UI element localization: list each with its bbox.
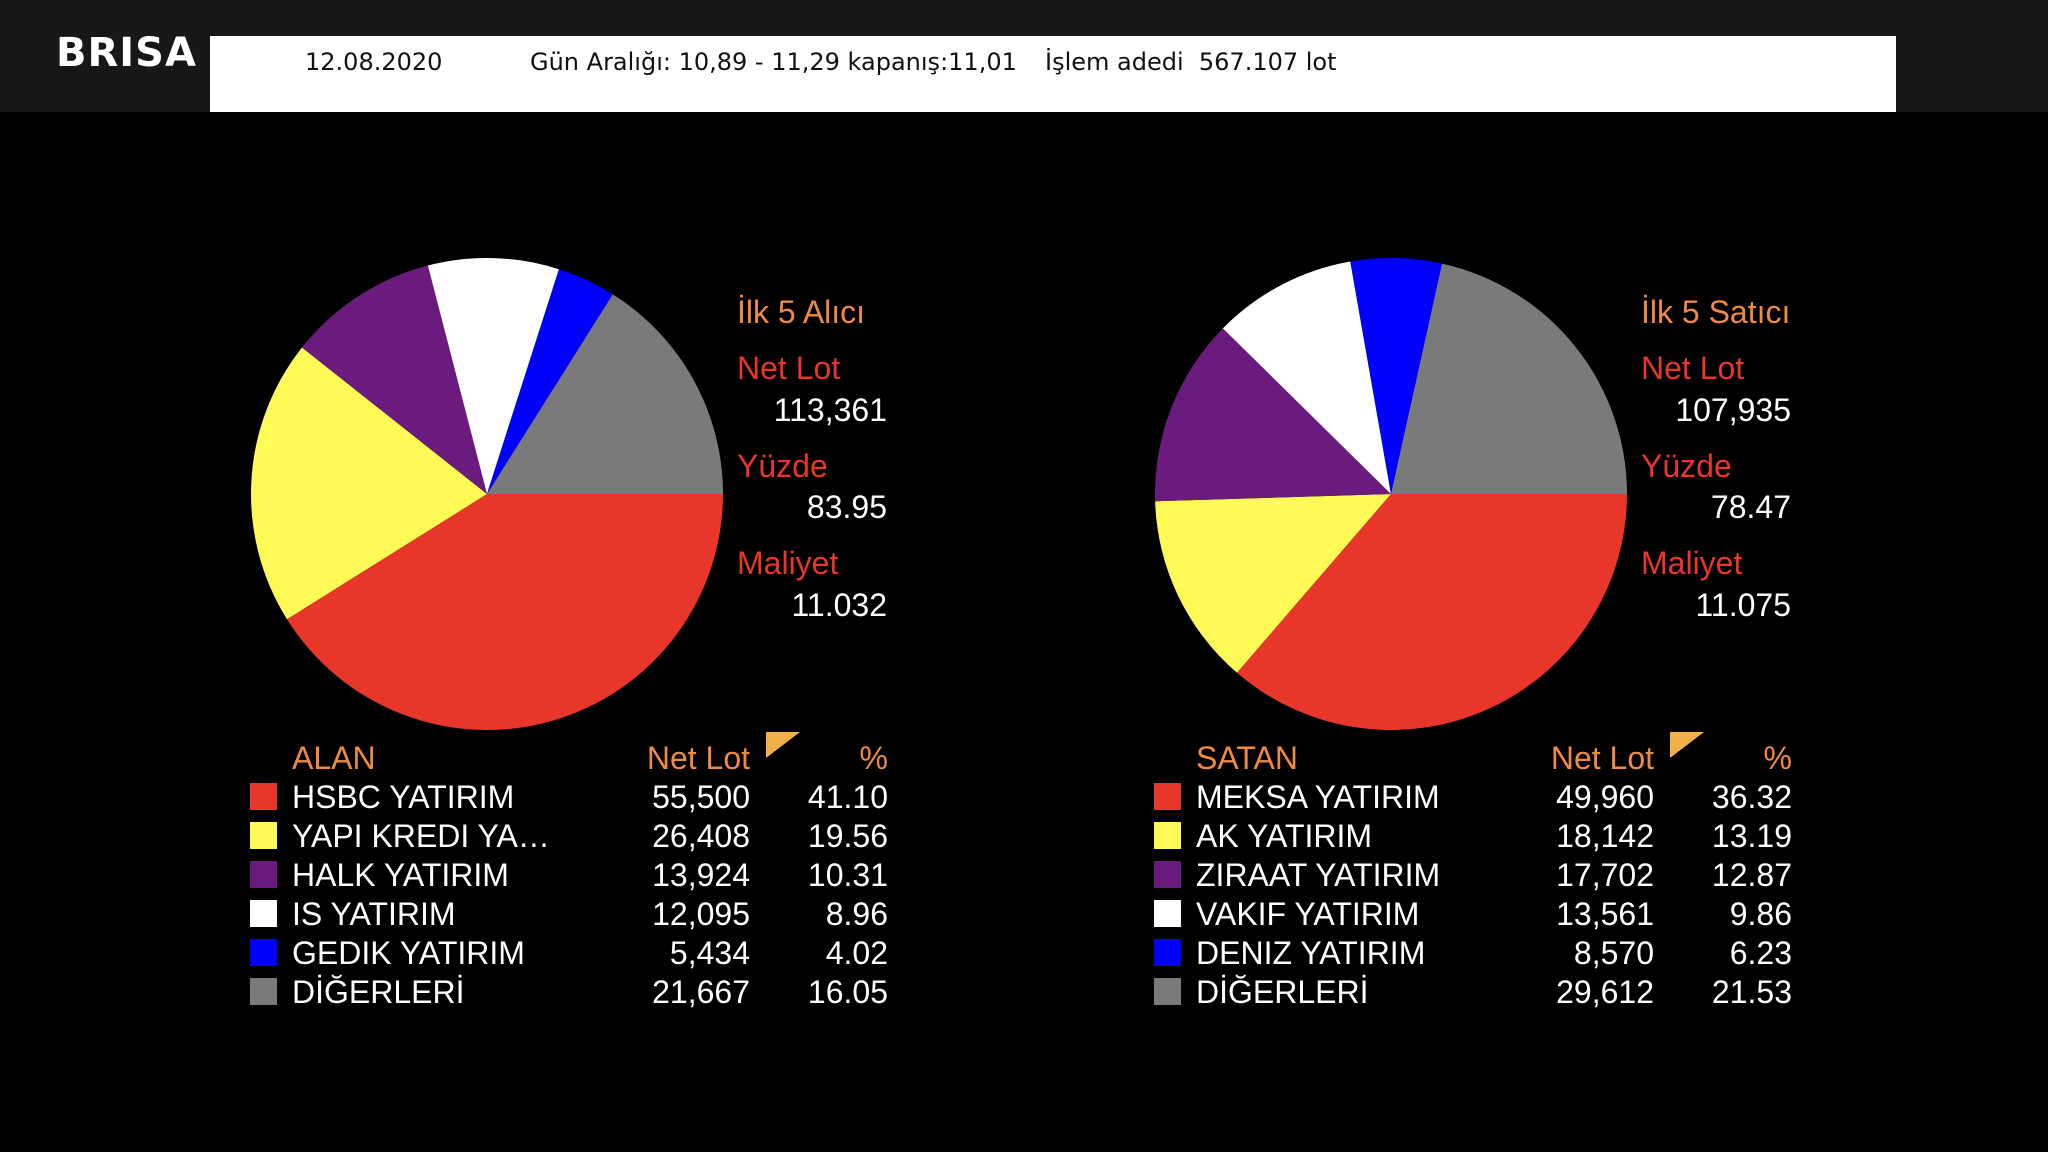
ticker-symbol: BRISA bbox=[56, 30, 197, 76]
buyers-pie-chart bbox=[251, 258, 723, 730]
legend-pct: 10.31 bbox=[807, 857, 888, 893]
legend-lot: 5,434 bbox=[669, 935, 750, 971]
sellers-net-lot-value: 107,935 bbox=[1675, 392, 1791, 428]
buyers-pct-value: 83.95 bbox=[806, 489, 887, 525]
legend-pct: 41.10 bbox=[807, 779, 888, 815]
legend-swatch-blue bbox=[250, 939, 277, 966]
info-box: 12.08.2020 Gün Aralığı: 10,89 - 11,29 ka… bbox=[210, 36, 1896, 112]
legend-swatch-red bbox=[250, 783, 277, 810]
legend-pct: 16.05 bbox=[807, 974, 888, 1010]
legend-swatch-yellow bbox=[250, 822, 277, 849]
legend-lot: 49,960 bbox=[1556, 779, 1654, 815]
buyers-col-name: ALAN bbox=[292, 740, 376, 776]
legend-swatch-yellow bbox=[1154, 822, 1181, 849]
legend-pct: 6.23 bbox=[1729, 935, 1792, 971]
legend-name: IS YATIRIM bbox=[292, 896, 456, 932]
legend-name: VAKIF YATIRIM bbox=[1196, 896, 1420, 932]
sellers-pct-value: 78.47 bbox=[1710, 489, 1791, 525]
buyers-net-lot-value: 113,361 bbox=[773, 392, 887, 428]
legend-name: HALK YATIRIM bbox=[292, 857, 509, 893]
pie-slice-1 bbox=[286, 494, 723, 730]
legend-swatch-red bbox=[1154, 783, 1181, 810]
legend-lot: 8,570 bbox=[1573, 935, 1654, 971]
pie-slice-4 bbox=[1222, 261, 1391, 494]
sellers-pct-label: Yüzde bbox=[1641, 448, 1732, 484]
legend-lot: 21,667 bbox=[652, 974, 750, 1010]
legend-name: DİĞERLERİ bbox=[292, 974, 465, 1010]
pie-slice-4 bbox=[427, 258, 559, 494]
pie-slice-5 bbox=[1350, 258, 1443, 494]
legend-name: AK YATIRIM bbox=[1196, 818, 1373, 854]
legend-pct: 13.19 bbox=[1711, 818, 1792, 854]
buyers-col-lot: Net Lot bbox=[646, 740, 750, 776]
legend-pct: 8.96 bbox=[825, 896, 888, 932]
legend-swatch-gray bbox=[250, 978, 277, 1005]
sellers-col-name: SATAN bbox=[1196, 740, 1298, 776]
pie-slice-2 bbox=[1155, 494, 1391, 673]
legend-swatch-white bbox=[250, 900, 277, 927]
buyers-col-pct: % bbox=[859, 740, 888, 776]
pie-slice-1 bbox=[1236, 494, 1627, 730]
legend-lot: 17,702 bbox=[1556, 857, 1654, 893]
pie-slice-6 bbox=[1391, 263, 1627, 494]
sellers-cost-label: Maliyet bbox=[1641, 545, 1743, 581]
legend-swatch-gray bbox=[1154, 978, 1181, 1005]
legend-name: DİĞERLERİ bbox=[1196, 974, 1369, 1010]
buyers-cost-label: Maliyet bbox=[737, 545, 839, 581]
legend-lot: 29,612 bbox=[1556, 974, 1654, 1010]
legend-name: MEKSA YATIRIM bbox=[1196, 779, 1440, 815]
pie-slice-3 bbox=[301, 265, 487, 494]
legend-pct: 4.02 bbox=[825, 935, 888, 971]
trade-volume: İşlem adedi 567.107 lot bbox=[1045, 48, 1337, 76]
sellers-col-pct: % bbox=[1763, 740, 1792, 776]
legend-pct: 36.32 bbox=[1711, 779, 1792, 815]
legend-lot: 13,561 bbox=[1556, 896, 1654, 932]
legend-swatch-purple bbox=[250, 861, 277, 888]
legend-lot: 13,924 bbox=[652, 857, 750, 893]
legend-pct: 21.53 bbox=[1711, 974, 1792, 1010]
sellers-cost-value: 11.075 bbox=[1695, 587, 1792, 623]
legend-swatch-white bbox=[1154, 900, 1181, 927]
buyers-pct-label: Yüzde bbox=[737, 448, 828, 484]
sellers-col-lot: Net Lot bbox=[1550, 740, 1654, 776]
trade-date: 12.08.2020 bbox=[305, 48, 443, 76]
legend-name: GEDIK YATIRIM bbox=[292, 935, 525, 971]
sellers-pie-chart bbox=[1155, 258, 1627, 730]
pie-slice-6 bbox=[487, 294, 723, 494]
legend-name: YAPI KREDI YA… bbox=[292, 818, 550, 854]
legend-name: ZIRAAT YATIRIM bbox=[1196, 857, 1441, 893]
legend-swatch-purple bbox=[1154, 861, 1181, 888]
pie-slice-3 bbox=[1155, 328, 1391, 502]
sellers-title: İlk 5 Satıcı bbox=[1641, 294, 1791, 330]
pie-slice-5 bbox=[487, 269, 613, 494]
buyers-net-lot-label: Net Lot bbox=[737, 350, 841, 386]
legend-swatch-blue bbox=[1154, 939, 1181, 966]
buyers-title: İlk 5 Alıcı bbox=[737, 294, 866, 330]
pie-slice-2 bbox=[251, 347, 487, 620]
price-range: Gün Aralığı: 10,89 - 11,29 kapanış:11,01 bbox=[530, 48, 1017, 76]
sellers-net-lot-label: Net Lot bbox=[1641, 350, 1745, 386]
legend-name: HSBC YATIRIM bbox=[292, 779, 515, 815]
legend-pct: 12.87 bbox=[1711, 857, 1792, 893]
legend-lot: 18,142 bbox=[1556, 818, 1654, 854]
legend-lot: 12,095 bbox=[652, 896, 750, 932]
sort-indicator-icon bbox=[1670, 732, 1704, 758]
legend-lot: 55,500 bbox=[652, 779, 750, 815]
sort-indicator-icon bbox=[766, 732, 800, 758]
legend-name: DENIZ YATIRIM bbox=[1196, 935, 1426, 971]
legend-pct: 19.56 bbox=[807, 818, 888, 854]
buyers-cost-value: 11.032 bbox=[791, 587, 888, 623]
legend-pct: 9.86 bbox=[1729, 896, 1792, 932]
legend-lot: 26,408 bbox=[652, 818, 750, 854]
